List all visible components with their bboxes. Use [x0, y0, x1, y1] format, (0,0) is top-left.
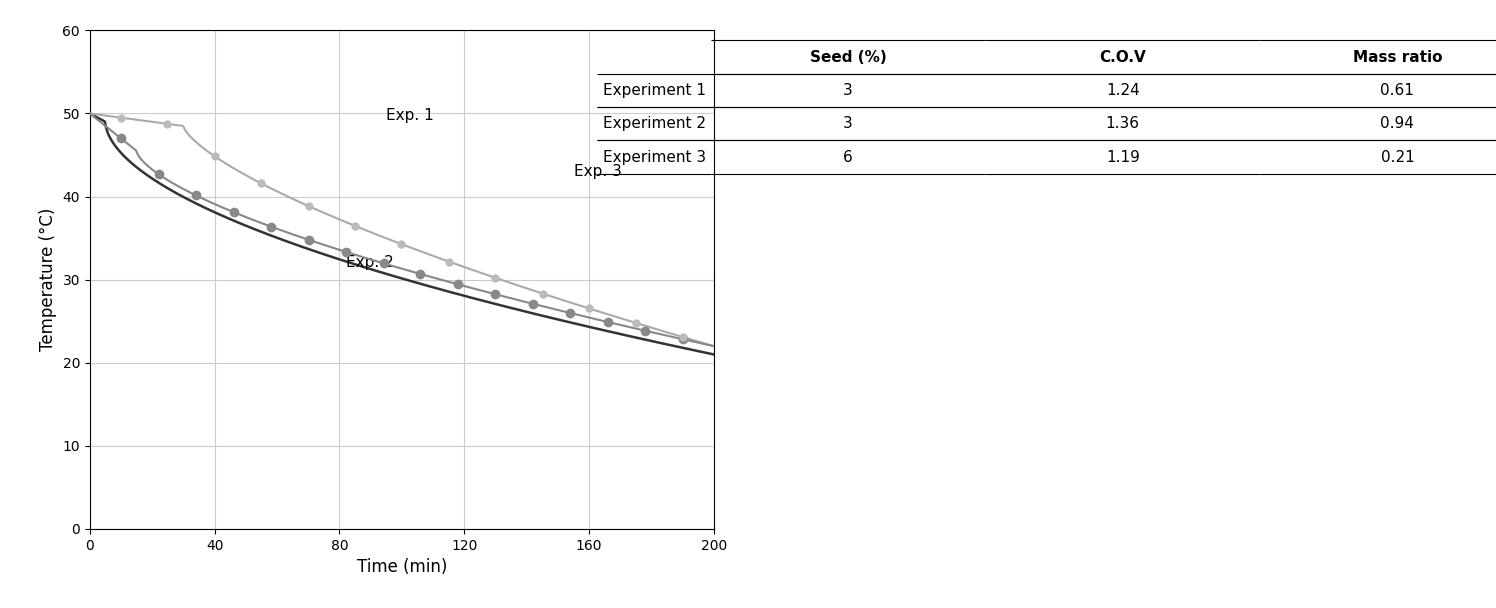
Text: Exp. 3: Exp. 3: [573, 164, 621, 179]
X-axis label: Time (min): Time (min): [356, 558, 447, 576]
Text: Exp. 2: Exp. 2: [346, 255, 393, 270]
Y-axis label: Temperature (°C): Temperature (°C): [39, 208, 57, 351]
Text: Exp. 1: Exp. 1: [386, 108, 434, 123]
